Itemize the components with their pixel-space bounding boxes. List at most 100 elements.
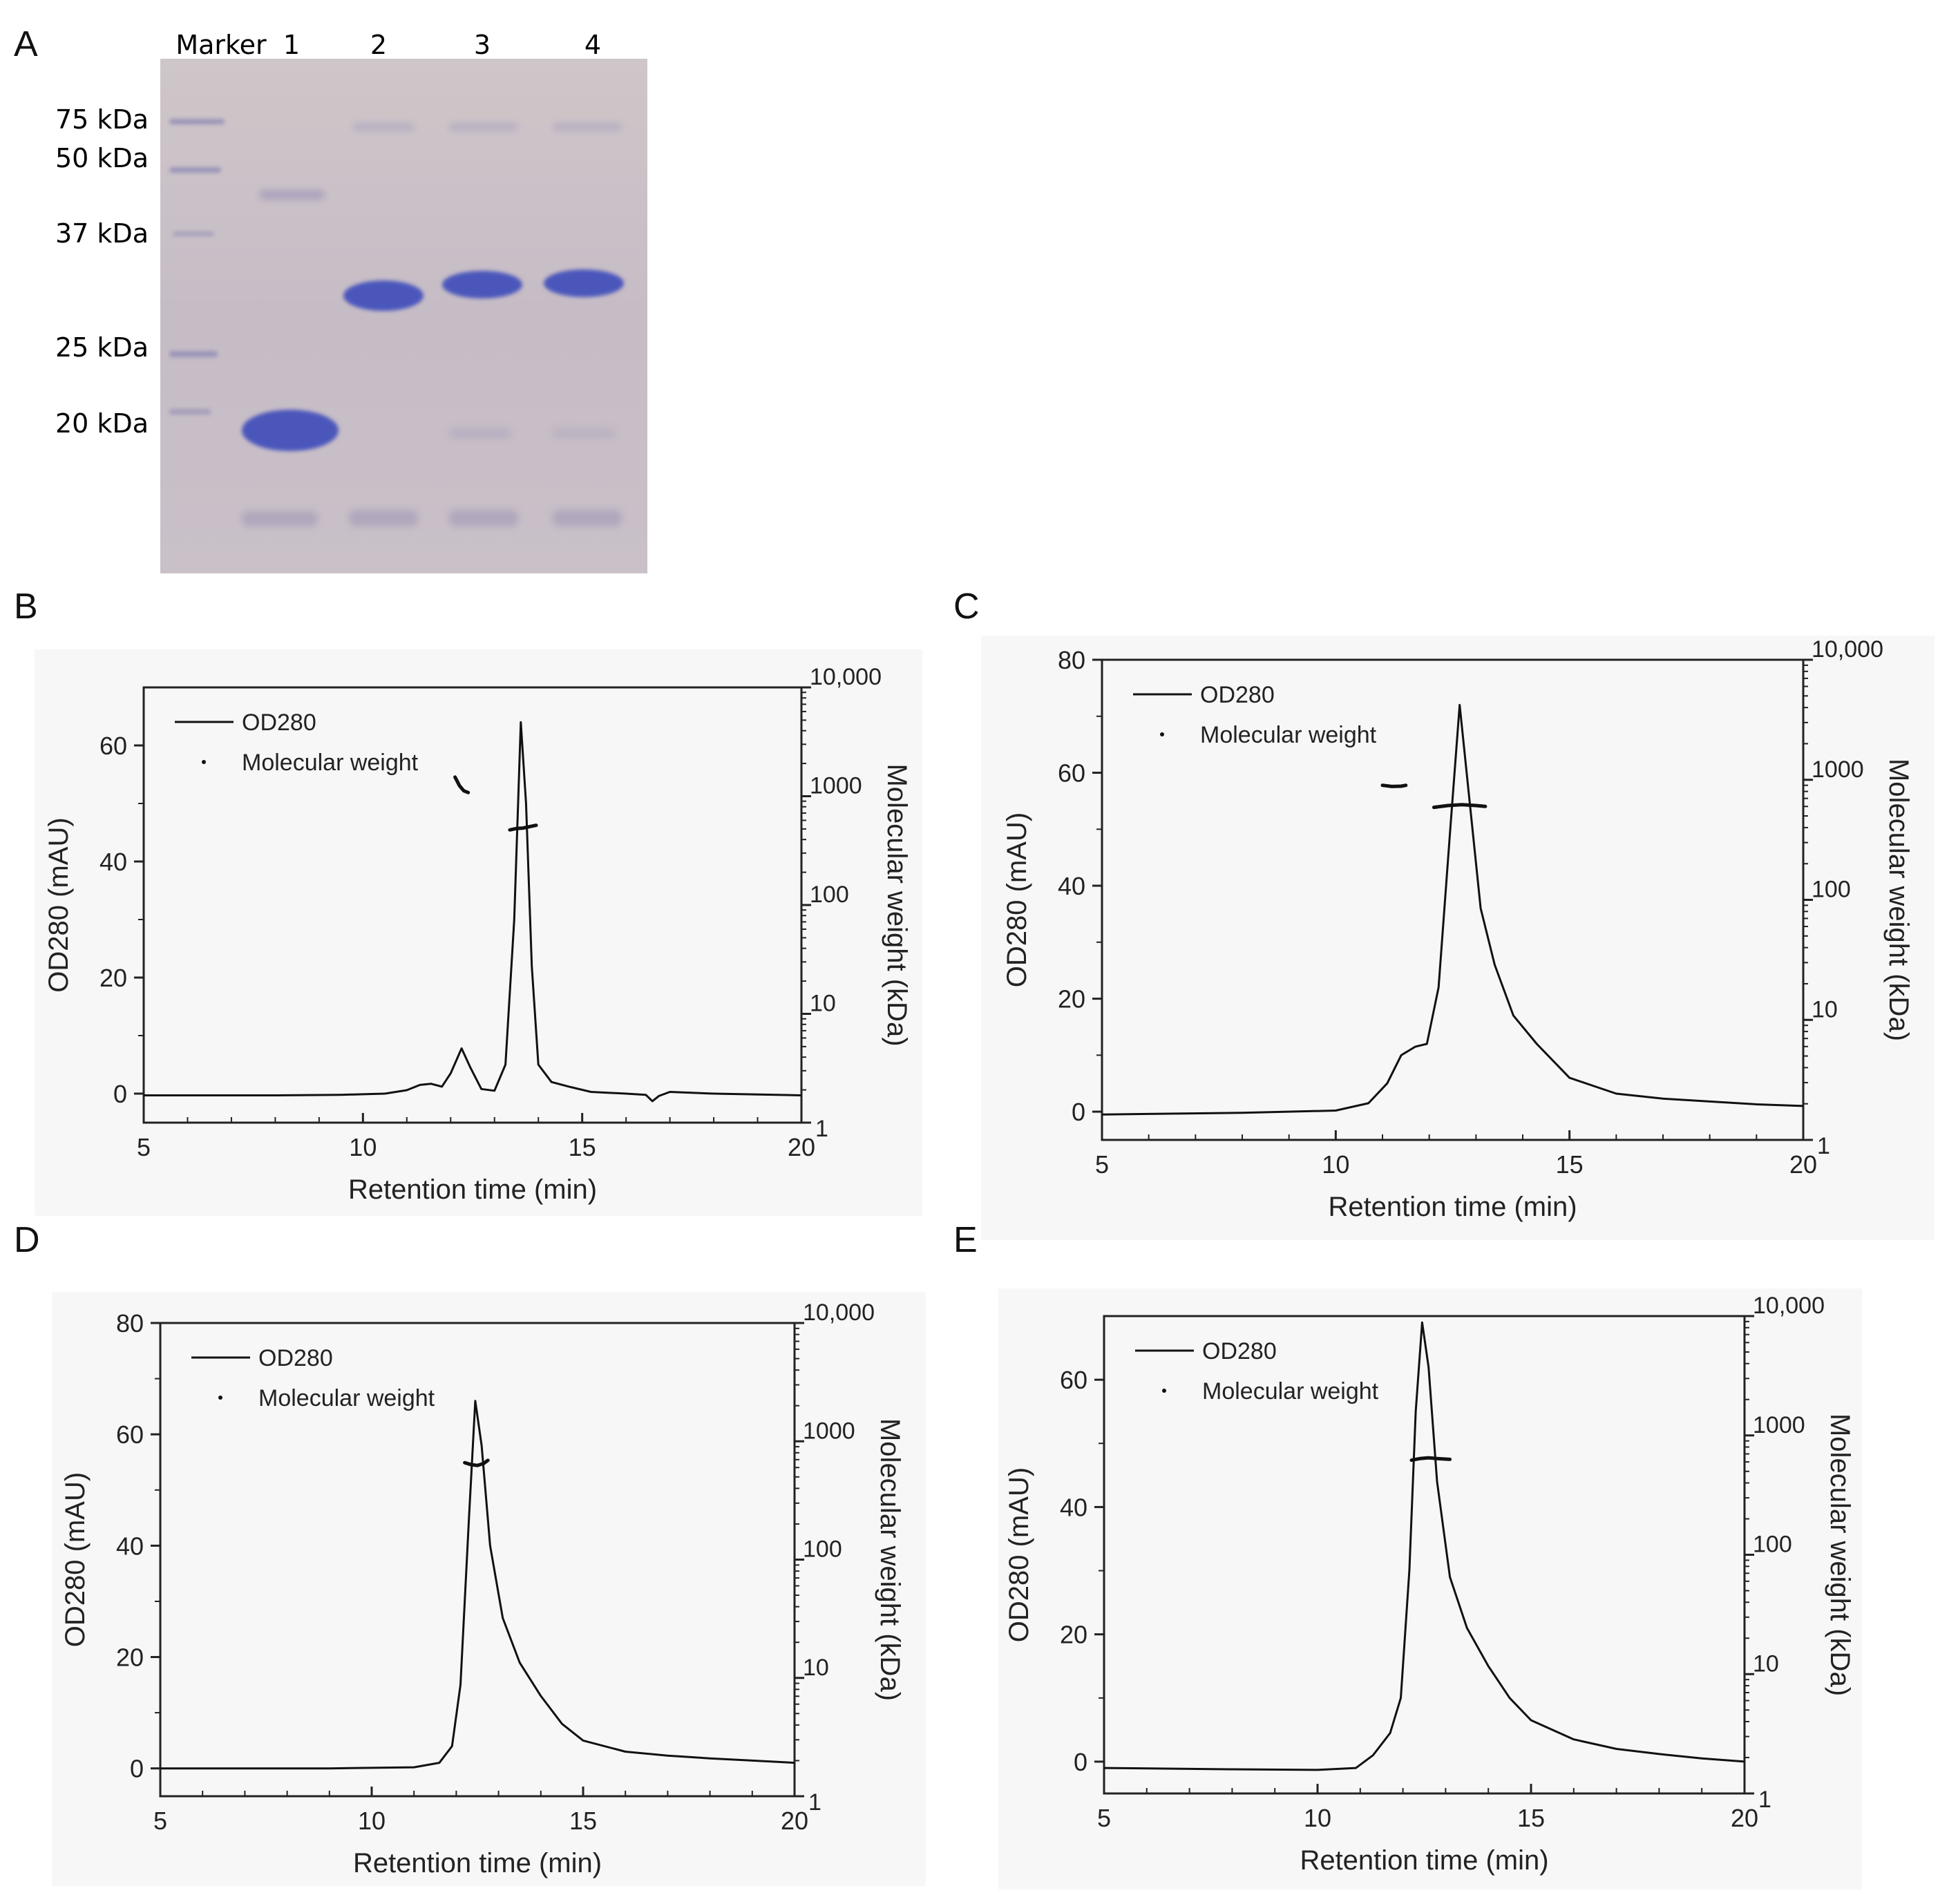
gel-image: Marker 1 2 3 4 75 kDa 50 kDa 37 kDa 25 k…: [55, 30, 647, 573]
x-tick-label-c: 10: [1322, 1150, 1349, 1179]
y2-axis-title-b: Molecular weight (kDa): [882, 763, 912, 1046]
legend-label-mw-e: Molecular weight: [1202, 1378, 1379, 1405]
y2-tick-label-e: 1: [1758, 1787, 1771, 1813]
x-tick-label-c: 15: [1556, 1150, 1584, 1179]
ladder-band-75: [169, 119, 225, 124]
x-tick-label-e: 5: [1097, 1804, 1111, 1832]
marker-label-25: 25 kDa: [55, 332, 149, 363]
y-tick-label-e: 60: [1060, 1366, 1087, 1394]
y2-tick-label-c: 10: [1812, 996, 1838, 1022]
x-axis-title-e: Retention time (min): [1300, 1845, 1548, 1876]
y-tick-label-e: 0: [1074, 1748, 1087, 1776]
y-axis-title-b: OD280 (mAU): [44, 817, 74, 992]
chart-b-background: [35, 649, 922, 1216]
ladder-band-20: [169, 409, 211, 415]
y2-tick-label-e: 10,000: [1753, 1293, 1825, 1319]
y2-tick-label-d: 1: [808, 1789, 821, 1816]
od280-line-e: [1103, 1321, 1745, 1771]
mw-segment-e: [1409, 1456, 1452, 1463]
marker-ladder: [169, 119, 225, 415]
ladder-band-37: [173, 231, 214, 236]
x-tick-label-b: 5: [137, 1133, 151, 1161]
lane-label-3: 3: [474, 30, 491, 60]
y-tick-label-d: 40: [116, 1532, 144, 1560]
y2-axis-title-e: Molecular weight (kDa): [1825, 1413, 1855, 1696]
mw-segment-d: [463, 1458, 490, 1467]
y2-tick-label-c: 100: [1812, 877, 1851, 903]
faint-lower-bands: [242, 428, 622, 526]
band-lane-2: [343, 280, 424, 311]
y2-tick-label-c: 1: [1817, 1133, 1830, 1159]
x-axis-title-d: Retention time (min): [353, 1848, 602, 1878]
legend-label-od280-e: OD280: [1202, 1338, 1277, 1364]
chart-d-background: [52, 1292, 926, 1886]
legend-label-mw-c: Molecular weight: [1200, 722, 1377, 748]
y2-tick-label-b: 10: [810, 991, 836, 1017]
y2-tick-label-b: 1: [815, 1116, 828, 1142]
x-tick-label-d: 10: [358, 1807, 386, 1835]
panel-letter-d: D: [14, 1220, 40, 1260]
x-tick-label-c: 5: [1095, 1150, 1109, 1179]
x-tick-label-d: 20: [781, 1807, 808, 1835]
y-tick-label-d: 20: [116, 1644, 144, 1672]
x-tick-label-e: 20: [1731, 1804, 1758, 1832]
y-tick-label-c: 80: [1058, 646, 1085, 674]
x-tick-label-c: 20: [1789, 1150, 1817, 1179]
y-tick-label-d: 80: [116, 1309, 144, 1337]
y-tick-label-e: 40: [1060, 1493, 1087, 1521]
y2-axis-title-c: Molecular weight (kDa): [1883, 759, 1914, 1041]
mw-segment-c: [1432, 803, 1487, 810]
legend-label-od280-b: OD280: [242, 710, 316, 736]
y2-tick-label-e: 10: [1753, 1650, 1779, 1677]
marker-label-75: 75 kDa: [55, 104, 149, 135]
marker-label-20: 20 kDa: [55, 408, 149, 439]
marker-label-37: 37 kDa: [55, 218, 149, 249]
y2-axis-title-d: Molecular weight (kDa): [875, 1418, 905, 1701]
lane-label-marker: Marker: [175, 30, 267, 60]
gel-background: [160, 59, 647, 573]
y2-tick-label-e: 100: [1753, 1532, 1792, 1558]
panel-letter-c: C: [953, 587, 980, 627]
y-axis-title-e: OD280 (mAU): [1004, 1467, 1034, 1642]
y2-tick-label-b: 100: [810, 882, 849, 908]
panel-letter-b: B: [14, 587, 38, 627]
od280-line-d: [160, 1400, 795, 1770]
mw-segment-b: [508, 824, 538, 832]
y2-tick-label-c: 10,000: [1812, 636, 1883, 663]
od280-line-b: [144, 721, 802, 1103]
mw-segment-b: [453, 775, 471, 794]
legend-marker-mw-d: [218, 1396, 222, 1400]
x-tick-label-b: 15: [569, 1133, 596, 1161]
y-axis-title-d: OD280 (mAU): [60, 1472, 91, 1647]
band-lane-3: [442, 271, 522, 298]
legend-marker-mw-e: [1162, 1389, 1166, 1393]
x-tick-label-d: 5: [153, 1807, 167, 1835]
legend-label-mw-d: Molecular weight: [258, 1385, 435, 1411]
legend-label-mw-b: Molecular weight: [242, 750, 419, 776]
ladder-band-50: [169, 167, 221, 173]
x-tick-label-e: 10: [1304, 1804, 1331, 1832]
legend-marker-mw-b: [202, 760, 206, 764]
y-tick-label-d: 0: [130, 1755, 144, 1783]
x-tick-label-b: 20: [788, 1133, 815, 1161]
y2-tick-label-b: 10,000: [810, 664, 882, 690]
y2-tick-label-d: 10: [803, 1655, 829, 1681]
lane-label-2: 2: [370, 30, 387, 60]
y2-tick-label-e: 1000: [1753, 1412, 1805, 1438]
od280-line-c: [1101, 703, 1804, 1116]
x-axis-title-b: Retention time (min): [348, 1174, 597, 1205]
y2-tick-label-d: 1000: [803, 1418, 855, 1444]
y-tick-label-b: 0: [113, 1080, 127, 1108]
y-tick-label-e: 20: [1060, 1621, 1087, 1649]
y-tick-label-b: 20: [99, 964, 127, 992]
lane-label-4: 4: [584, 30, 601, 60]
y-tick-label-d: 60: [116, 1420, 144, 1449]
marker-label-50: 50 kDa: [55, 143, 149, 173]
x-tick-label-d: 15: [569, 1807, 597, 1835]
lane-label-1: 1: [283, 30, 300, 60]
gel-panel: Marker 1 2 3 4 75 kDa 50 kDa 37 kDa 25 k…: [0, 0, 691, 580]
